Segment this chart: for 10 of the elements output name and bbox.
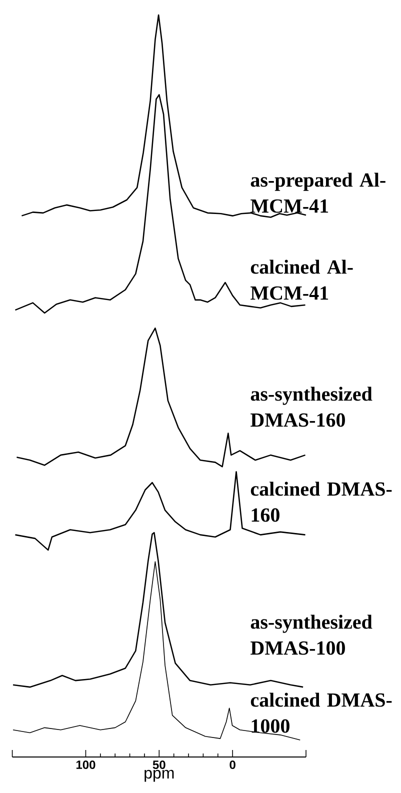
x-tick-label: 50 bbox=[152, 760, 166, 770]
x-tick-label: 100 bbox=[76, 760, 96, 770]
series-label: calcined DMAS-1000 bbox=[250, 692, 392, 733]
x-tick-label: 0 bbox=[230, 760, 236, 770]
series-label: calcined DMAS-160 bbox=[250, 482, 392, 522]
series-label: as-prepared Al-MCM-41 bbox=[250, 172, 386, 213]
x-axis-title: ppm bbox=[144, 770, 174, 782]
series-label: as-synthesized DMAS-100 bbox=[250, 614, 372, 655]
series-label: calcined Al-MCM-41 bbox=[250, 260, 353, 300]
series-label: as-synthesized DMAS-160 bbox=[250, 386, 372, 427]
